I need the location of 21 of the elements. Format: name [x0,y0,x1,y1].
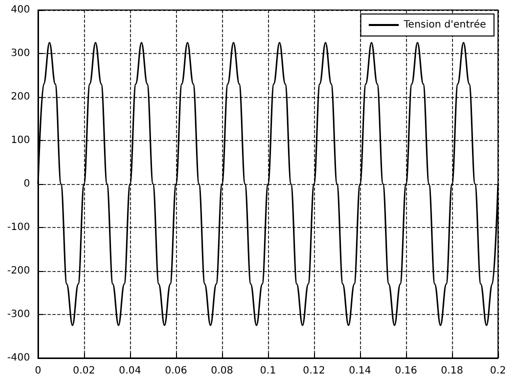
x-tick-label: 0 [34,366,42,376]
x-tick-label: 0.18 [440,366,464,376]
x-tick-label: 0.02 [72,366,96,376]
x-tick-label: 0.14 [348,366,372,376]
x-tick-label: 0.2 [490,366,506,376]
y-tick-label: 100 [10,135,30,146]
y-tick-label: 0 [24,178,30,190]
y-tick-label: -100 [7,222,30,233]
y-tick-label: 400 [10,4,30,16]
x-tick-label: 0.04 [118,366,142,376]
x-tick-label: 0.12 [302,366,326,376]
legend-label: Tension d'entrée [402,20,486,30]
y-tick-label: -200 [7,266,30,276]
x-tick-label: 0.16 [394,366,418,376]
y-tick-label: 200 [10,92,30,102]
x-tick-label: 0.06 [164,366,188,376]
y-tick-label: -400 [7,352,30,364]
y-tick-label: 300 [10,48,30,59]
y-tick-label: -300 [7,309,30,320]
x-tick-label: 0.1 [260,366,276,376]
x-tick-label: 0.08 [210,366,234,376]
